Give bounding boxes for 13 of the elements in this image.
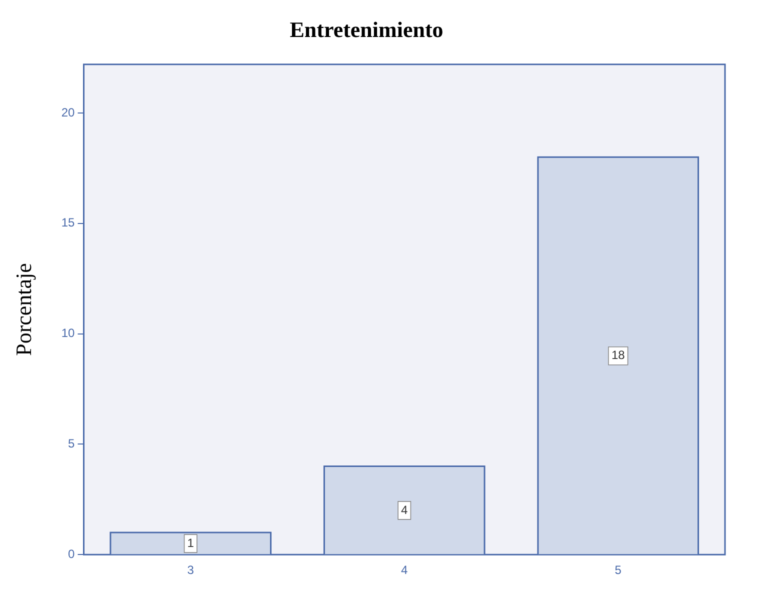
x-tick-label: 5 — [614, 563, 622, 578]
x-tick-label: 4 — [401, 563, 408, 578]
y-tick-label: 10 — [61, 326, 76, 340]
y-tick-label: 5 — [68, 436, 76, 451]
chart-title: Entretenimiento — [290, 16, 444, 42]
data-label: 4 — [401, 502, 408, 517]
data-label: 1 — [187, 536, 194, 550]
y-axis-title: Porcentaje — [10, 263, 36, 356]
y-tick-label: 0 — [68, 546, 76, 561]
data-label: 18 — [611, 348, 626, 362]
x-tick-label: 3 — [187, 563, 194, 578]
y-tick-label: 20 — [61, 105, 76, 120]
y-tick-label: 15 — [61, 216, 76, 230]
